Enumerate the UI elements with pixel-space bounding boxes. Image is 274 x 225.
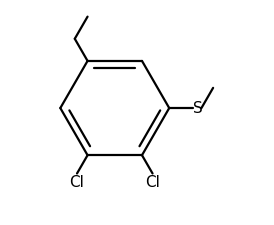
Text: Cl: Cl — [70, 175, 84, 190]
Text: S: S — [193, 101, 203, 116]
Text: Cl: Cl — [145, 175, 160, 190]
